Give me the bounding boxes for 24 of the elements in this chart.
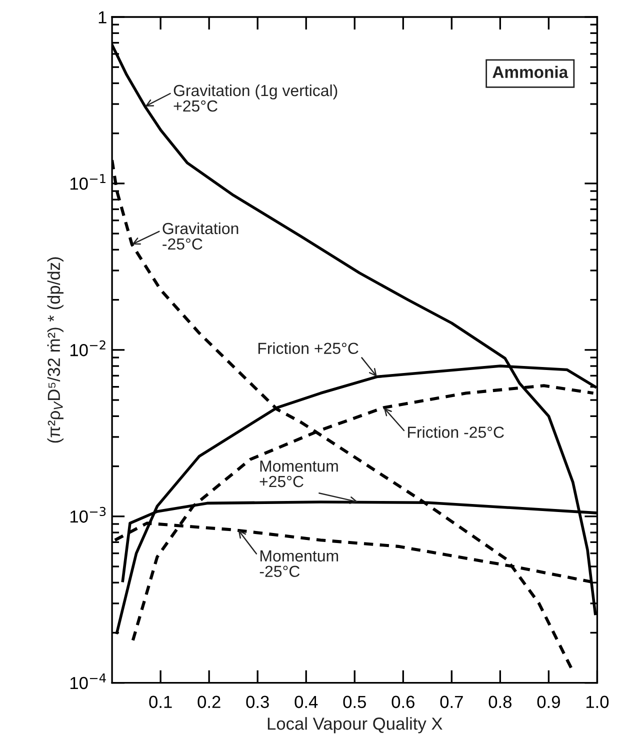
annotation: Momentum -25°C xyxy=(260,550,338,578)
x-tick-label: 0.4 xyxy=(294,696,318,708)
x-tick-label: 0.8 xyxy=(488,696,512,708)
x-tick-label: 0.9 xyxy=(537,696,560,708)
x-tick-label: 0.5 xyxy=(343,696,366,708)
y-tick-label: 1 xyxy=(98,11,106,24)
y-axis-title: (π²ρ$_{V}$D⁵/32 ṁ²) * (dp/dz) xyxy=(47,257,64,443)
y-tick-label: 10$^{−2}$ xyxy=(70,340,106,356)
x-tick-label: 0.1 xyxy=(149,696,172,708)
y-tick-label: 10$^{−4}$ xyxy=(70,674,106,690)
x-tick-label: 0.7 xyxy=(440,696,463,708)
x-tick-label: 0.6 xyxy=(392,696,414,708)
y-tick-label: 10$^{−3}$ xyxy=(70,506,106,523)
annotation: Gravitation (1g vertical) +25°C xyxy=(174,84,338,112)
x-axis-title: Local Vapour Quality X xyxy=(268,717,442,734)
x-tick-label: 1.0 xyxy=(586,696,609,708)
annotation: Momentum +25°C xyxy=(260,460,338,488)
x-tick-label: 0.3 xyxy=(246,696,269,708)
y-tick-label: 10$^{−1}$ xyxy=(70,174,106,190)
annotation: Gravitation -25°C xyxy=(162,222,238,250)
annotation: Ammonia xyxy=(492,66,568,78)
x-tick-label: 0.2 xyxy=(198,696,220,708)
annotation: Friction -25°C xyxy=(408,426,504,438)
annotation: Friction +25°C xyxy=(258,342,358,354)
